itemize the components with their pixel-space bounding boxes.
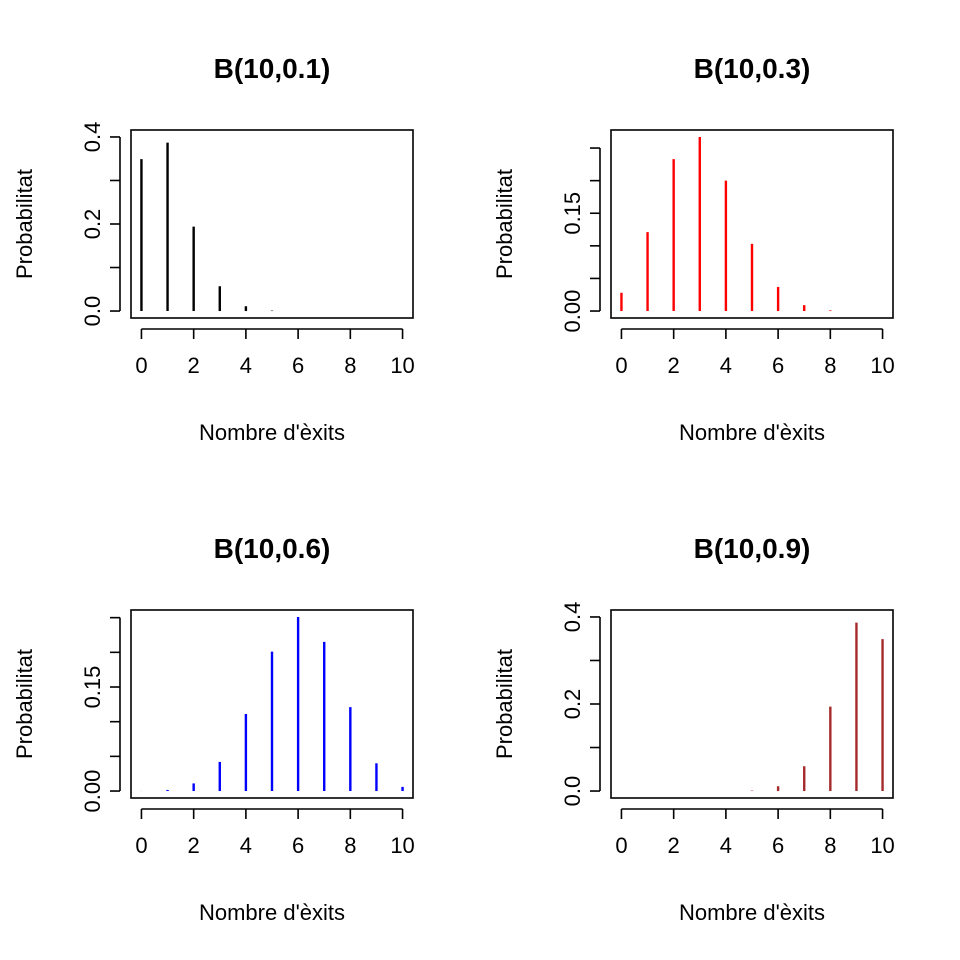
y-tick-label: 0.15 <box>80 666 105 709</box>
x-tick-label: 2 <box>188 353 200 378</box>
y-tick-label: 0.0 <box>560 776 585 807</box>
y-axis-label: Probabilitat <box>492 169 517 279</box>
x-axis-label: Nombre d'èxits <box>199 900 345 925</box>
x-tick-label: 2 <box>188 833 200 858</box>
x-axis-label: Nombre d'èxits <box>679 420 825 445</box>
plot-frame <box>130 129 414 319</box>
x-tick-label: 4 <box>240 353 252 378</box>
x-axis-label: Nombre d'èxits <box>199 420 345 445</box>
y-tick-label: 0.00 <box>560 290 585 333</box>
x-tick-label: 6 <box>772 353 784 378</box>
x-tick-label: 0 <box>135 353 147 378</box>
x-tick-label: 4 <box>720 353 732 378</box>
x-tick-label: 10 <box>390 353 414 378</box>
x-tick-label: 8 <box>344 833 356 858</box>
chart-panel-1: B(10,0.3) 0 2 4 6 8 10 0.00 0.15 Nombre d'èxits Pr… <box>492 53 895 445</box>
y-axis-label: Probabilitat <box>12 649 37 759</box>
chart-panel-3: B(10,0.9) 0 2 4 6 8 10 0.0 0.2 0.4 Nombre d'èxits P… <box>492 533 895 925</box>
chart-title: B(10,0.9) <box>694 533 811 564</box>
x-tick-label: 8 <box>824 353 836 378</box>
x-axis-label: Nombre d'èxits <box>679 900 825 925</box>
x-tick-label: 4 <box>240 833 252 858</box>
y-tick-label: 0.4 <box>80 122 105 153</box>
x-tick-label: 2 <box>668 833 680 858</box>
x-tick-label: 0 <box>615 353 627 378</box>
chart-title: B(10,0.3) <box>694 53 811 84</box>
y-tick-label: 0.0 <box>80 296 105 327</box>
x-tick-label: 10 <box>390 833 414 858</box>
x-tick-label: 10 <box>870 353 894 378</box>
y-tick-label: 0.00 <box>80 770 105 813</box>
x-tick-label: 0 <box>615 833 627 858</box>
y-axis-label: Probabilitat <box>492 649 517 759</box>
x-tick-label: 4 <box>720 833 732 858</box>
x-tick-label: 8 <box>344 353 356 378</box>
chart-title: B(10,0.1) <box>214 53 331 84</box>
x-tick-label: 2 <box>668 353 680 378</box>
x-tick-label: 6 <box>292 833 304 858</box>
y-tick-label: 0.2 <box>80 209 105 240</box>
plot-frame <box>130 609 414 799</box>
y-tick-label: 0.4 <box>560 602 585 633</box>
y-axis-label: Probabilitat <box>12 169 37 279</box>
plot-frame <box>610 129 894 319</box>
x-tick-label: 8 <box>824 833 836 858</box>
y-tick-label: 0.2 <box>560 689 585 720</box>
x-tick-label: 10 <box>870 833 894 858</box>
chart-panel-0: B(10,0.1) 0 2 4 6 8 10 0.0 0.2 0.4 Nombre d'èxits P… <box>12 53 415 445</box>
chart-panel-2: B(10,0.6) 0 2 4 6 8 10 0.00 0.15 Nombre d'èxits Pr… <box>12 533 415 925</box>
plot-frame <box>610 609 894 799</box>
y-tick-label: 0.15 <box>560 192 585 235</box>
x-tick-label: 6 <box>292 353 304 378</box>
x-tick-label: 6 <box>772 833 784 858</box>
x-tick-label: 0 <box>135 833 147 858</box>
chart-title: B(10,0.6) <box>214 533 331 564</box>
